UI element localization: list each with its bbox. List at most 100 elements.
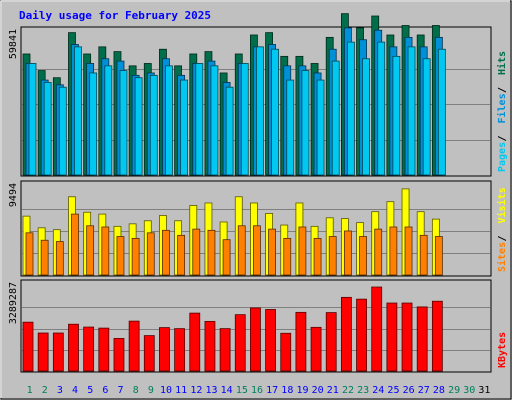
day-labels: 1 2 3 4 5 6 7 8 9 10 11 12 13 14 15 16 17 18 19 20 21 22 23 24 2… bbox=[27, 385, 491, 396]
panel-kbytes: 3289287 KBytes bbox=[8, 279, 508, 373]
day-label-5: 5 bbox=[87, 385, 93, 396]
side-label-separator: / bbox=[497, 87, 508, 93]
bar-sites-day-10 bbox=[162, 229, 170, 276]
bar-pages-day-22 bbox=[346, 41, 355, 176]
bar-pages-day-4 bbox=[74, 46, 82, 176]
bar-kbytes-day-14 bbox=[219, 328, 231, 372]
bar-kbytes-day-3 bbox=[52, 332, 64, 372]
bar-sites-day-22 bbox=[343, 230, 352, 276]
bar-sites-day-13 bbox=[207, 229, 216, 276]
bar-kbytes-day-10 bbox=[159, 327, 170, 372]
bar-kbytes-day-21 bbox=[325, 312, 337, 372]
bar-sites-day-4 bbox=[71, 213, 79, 276]
day-label-3: 3 bbox=[57, 385, 63, 396]
day-label-27: 27 bbox=[418, 385, 430, 396]
bar-kbytes-day-7 bbox=[113, 338, 125, 372]
day-label-11: 11 bbox=[175, 385, 187, 396]
bar-pages-day-6 bbox=[104, 65, 113, 176]
bar-sites-day-3 bbox=[55, 241, 64, 276]
day-label-16: 16 bbox=[251, 385, 263, 396]
bar-sites-day-24 bbox=[374, 228, 383, 276]
bar-kbytes-day-24 bbox=[371, 286, 383, 372]
day-label-29: 29 bbox=[448, 385, 460, 396]
bar-sites-day-27 bbox=[419, 234, 428, 276]
day-label-2: 2 bbox=[42, 385, 48, 396]
bar-pages-day-13 bbox=[210, 65, 219, 176]
bar-sites-day-1 bbox=[25, 232, 34, 276]
bar-pages-day-25 bbox=[392, 55, 401, 176]
bar-pages-day-18 bbox=[286, 79, 295, 176]
bar-kbytes-day-13 bbox=[204, 320, 216, 372]
bar-kbytes-day-28 bbox=[431, 300, 443, 372]
bar-sites-day-26 bbox=[404, 226, 413, 276]
bar-kbytes-day-19 bbox=[295, 311, 307, 372]
panel-visits-sites: 9494 Sites / Visits bbox=[8, 180, 508, 277]
day-label-4: 4 bbox=[72, 385, 78, 396]
bar-pages-day-19 bbox=[301, 70, 310, 176]
side-label-kbytes: KBytes bbox=[497, 332, 508, 368]
max-label-visits-sites: 9494 bbox=[8, 183, 19, 207]
day-label-1: 1 bbox=[27, 385, 33, 396]
bar-pages-day-16 bbox=[256, 46, 264, 176]
bar-pages-day-17 bbox=[271, 48, 279, 176]
bar-sites-day-25 bbox=[389, 226, 398, 276]
day-label-10: 10 bbox=[160, 385, 172, 396]
bar-sites-day-12 bbox=[192, 228, 201, 276]
bar-pages-day-3 bbox=[58, 86, 67, 176]
panel-hits-files-pages: 59841 Pages / Files / Hits bbox=[8, 13, 508, 177]
day-label-30: 30 bbox=[463, 385, 475, 396]
bar-sites-day-15 bbox=[237, 225, 246, 276]
day-label-26: 26 bbox=[403, 385, 415, 396]
day-label-17: 17 bbox=[266, 385, 278, 396]
day-label-6: 6 bbox=[102, 385, 108, 396]
bar-kbytes-day-25 bbox=[386, 302, 398, 372]
bar-pages-day-21 bbox=[331, 60, 340, 176]
bar-sites-day-2 bbox=[40, 239, 49, 276]
bar-pages-day-8 bbox=[134, 77, 143, 176]
bar-pages-day-20 bbox=[316, 79, 325, 176]
max-label-kbytes: 3289287 bbox=[8, 282, 19, 324]
bar-sites-day-9 bbox=[146, 232, 155, 276]
day-label-22: 22 bbox=[342, 385, 354, 396]
day-label-20: 20 bbox=[312, 385, 324, 396]
bar-kbytes-day-18 bbox=[280, 332, 292, 372]
day-label-12: 12 bbox=[190, 385, 202, 396]
bar-kbytes-day-22 bbox=[340, 296, 352, 372]
day-label-8: 8 bbox=[133, 385, 139, 396]
bar-sites-day-14 bbox=[222, 239, 231, 276]
panels-layer: 59841 Pages / Files / Hits 9494 Sites / Vis… bbox=[8, 13, 508, 373]
bar-sites-day-23 bbox=[359, 236, 367, 276]
bar-sites-day-19 bbox=[298, 226, 307, 276]
max-label-hits-files-pages: 59841 bbox=[8, 29, 19, 59]
bar-kbytes-day-9 bbox=[143, 335, 155, 372]
bar-kbytes-day-1 bbox=[22, 321, 34, 372]
bar-pages-day-24 bbox=[377, 41, 386, 176]
bar-kbytes-day-5 bbox=[83, 326, 95, 372]
bar-sites-day-18 bbox=[283, 237, 292, 276]
day-label-23: 23 bbox=[357, 385, 369, 396]
bar-sites-day-20 bbox=[313, 237, 322, 276]
bar-kbytes-day-4 bbox=[68, 323, 79, 372]
bar-kbytes-day-20 bbox=[310, 326, 322, 372]
bar-pages-day-9 bbox=[149, 74, 158, 176]
bar-kbytes-day-11 bbox=[174, 328, 186, 372]
bar-pages-day-12 bbox=[195, 63, 204, 176]
bar-sites-day-8 bbox=[131, 237, 140, 276]
day-label-9: 9 bbox=[148, 385, 154, 396]
bar-kbytes-day-6 bbox=[98, 327, 110, 372]
bar-pages-day-28 bbox=[437, 48, 446, 176]
bar-sites-day-17 bbox=[268, 228, 276, 276]
bar-kbytes-day-8 bbox=[128, 320, 140, 372]
side-label-hits: Hits bbox=[496, 51, 508, 75]
day-label-7: 7 bbox=[118, 385, 124, 396]
bar-kbytes-day-26 bbox=[401, 302, 413, 372]
bar-kbytes-day-2 bbox=[37, 332, 49, 372]
day-label-21: 21 bbox=[327, 385, 339, 396]
bar-pages-day-23 bbox=[362, 58, 370, 176]
bar-kbytes-day-27 bbox=[416, 306, 428, 372]
day-label-15: 15 bbox=[236, 385, 248, 396]
side-label-pages: Pages bbox=[497, 142, 508, 172]
bar-sites-day-16 bbox=[253, 225, 261, 276]
bar-sites-day-11 bbox=[177, 234, 186, 276]
